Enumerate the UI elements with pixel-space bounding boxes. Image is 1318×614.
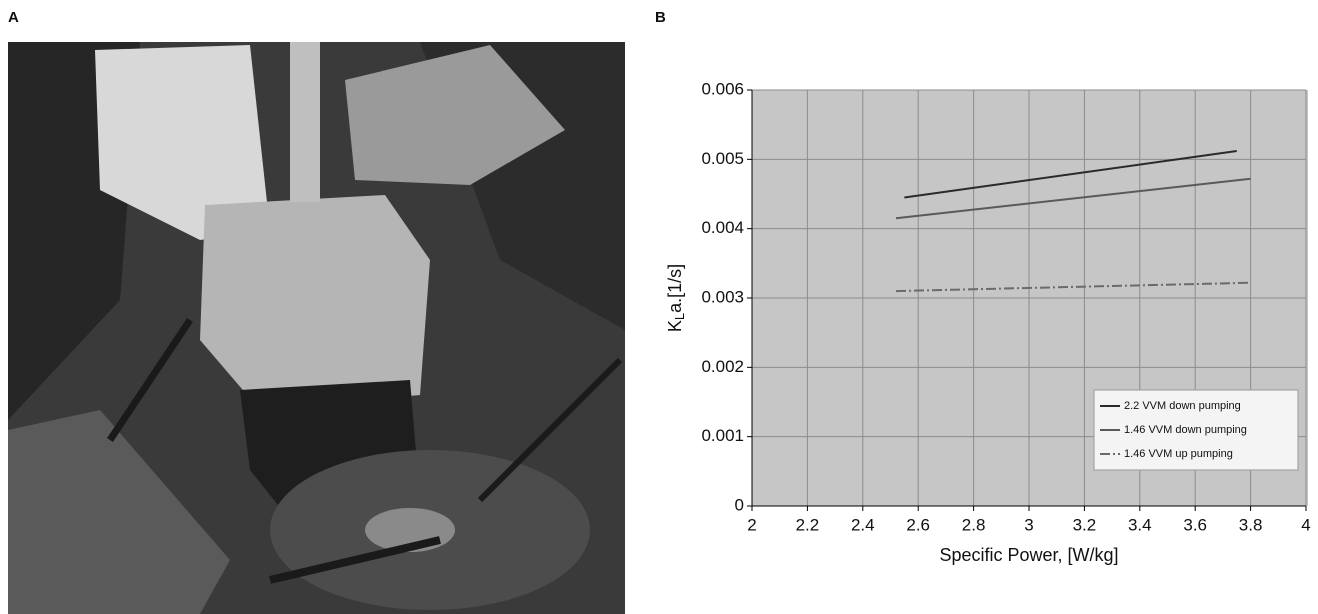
x-tick-label: 3.4 xyxy=(1128,515,1152,534)
y-tick-label: 0.003 xyxy=(701,287,744,306)
x-tick-label: 2.6 xyxy=(906,515,930,534)
y-tick-label: 0.005 xyxy=(701,149,744,168)
panel-label: B xyxy=(655,9,666,26)
y-tick-label: 0.002 xyxy=(701,357,744,376)
y-tick-label: 0.001 xyxy=(701,426,744,445)
y-tick-label: 0 xyxy=(735,495,744,514)
y-axis-label-part: L xyxy=(672,313,687,320)
y-axis-label: KLa.[1/s] xyxy=(665,264,688,332)
x-tick-label: 3.6 xyxy=(1183,515,1207,534)
x-axis-label: Specific Power, [W/kg] xyxy=(939,545,1118,565)
chart: 0 0.001 0.002 0.003 0.004 0.005 0.006 2 2.2 2.4 2.… xyxy=(665,79,1311,564)
x-tick-label: 3 xyxy=(1024,515,1033,534)
x-tick-label: 2.2 xyxy=(796,515,820,534)
legend-label: 2.2 VVM down pumping xyxy=(1124,400,1241,412)
y-tick-label: 0.006 xyxy=(701,79,744,98)
y-tick-label: 0.004 xyxy=(701,218,744,237)
legend-label: 1.46 VVM down pumping xyxy=(1124,424,1247,436)
x-tick-label: 2 xyxy=(747,515,756,534)
line xyxy=(895,177,1251,220)
legend xyxy=(1093,389,1299,471)
photo xyxy=(8,42,625,614)
x-tick-label: 2.8 xyxy=(962,515,986,534)
y-axis-label-part: K xyxy=(665,320,685,332)
y-axis-label-part: a.[1/s] xyxy=(665,264,685,313)
x-tick-label: 3.8 xyxy=(1239,515,1263,534)
x-tick-label: 3.2 xyxy=(1073,515,1097,534)
line xyxy=(904,150,1237,199)
x-tick-label: 2.4 xyxy=(851,515,875,534)
x-tick-label: 4 xyxy=(1301,515,1310,534)
line xyxy=(896,281,1251,293)
panel-label: A xyxy=(8,9,19,26)
legend-label: 1.46 VVM up pumping xyxy=(1124,448,1233,460)
